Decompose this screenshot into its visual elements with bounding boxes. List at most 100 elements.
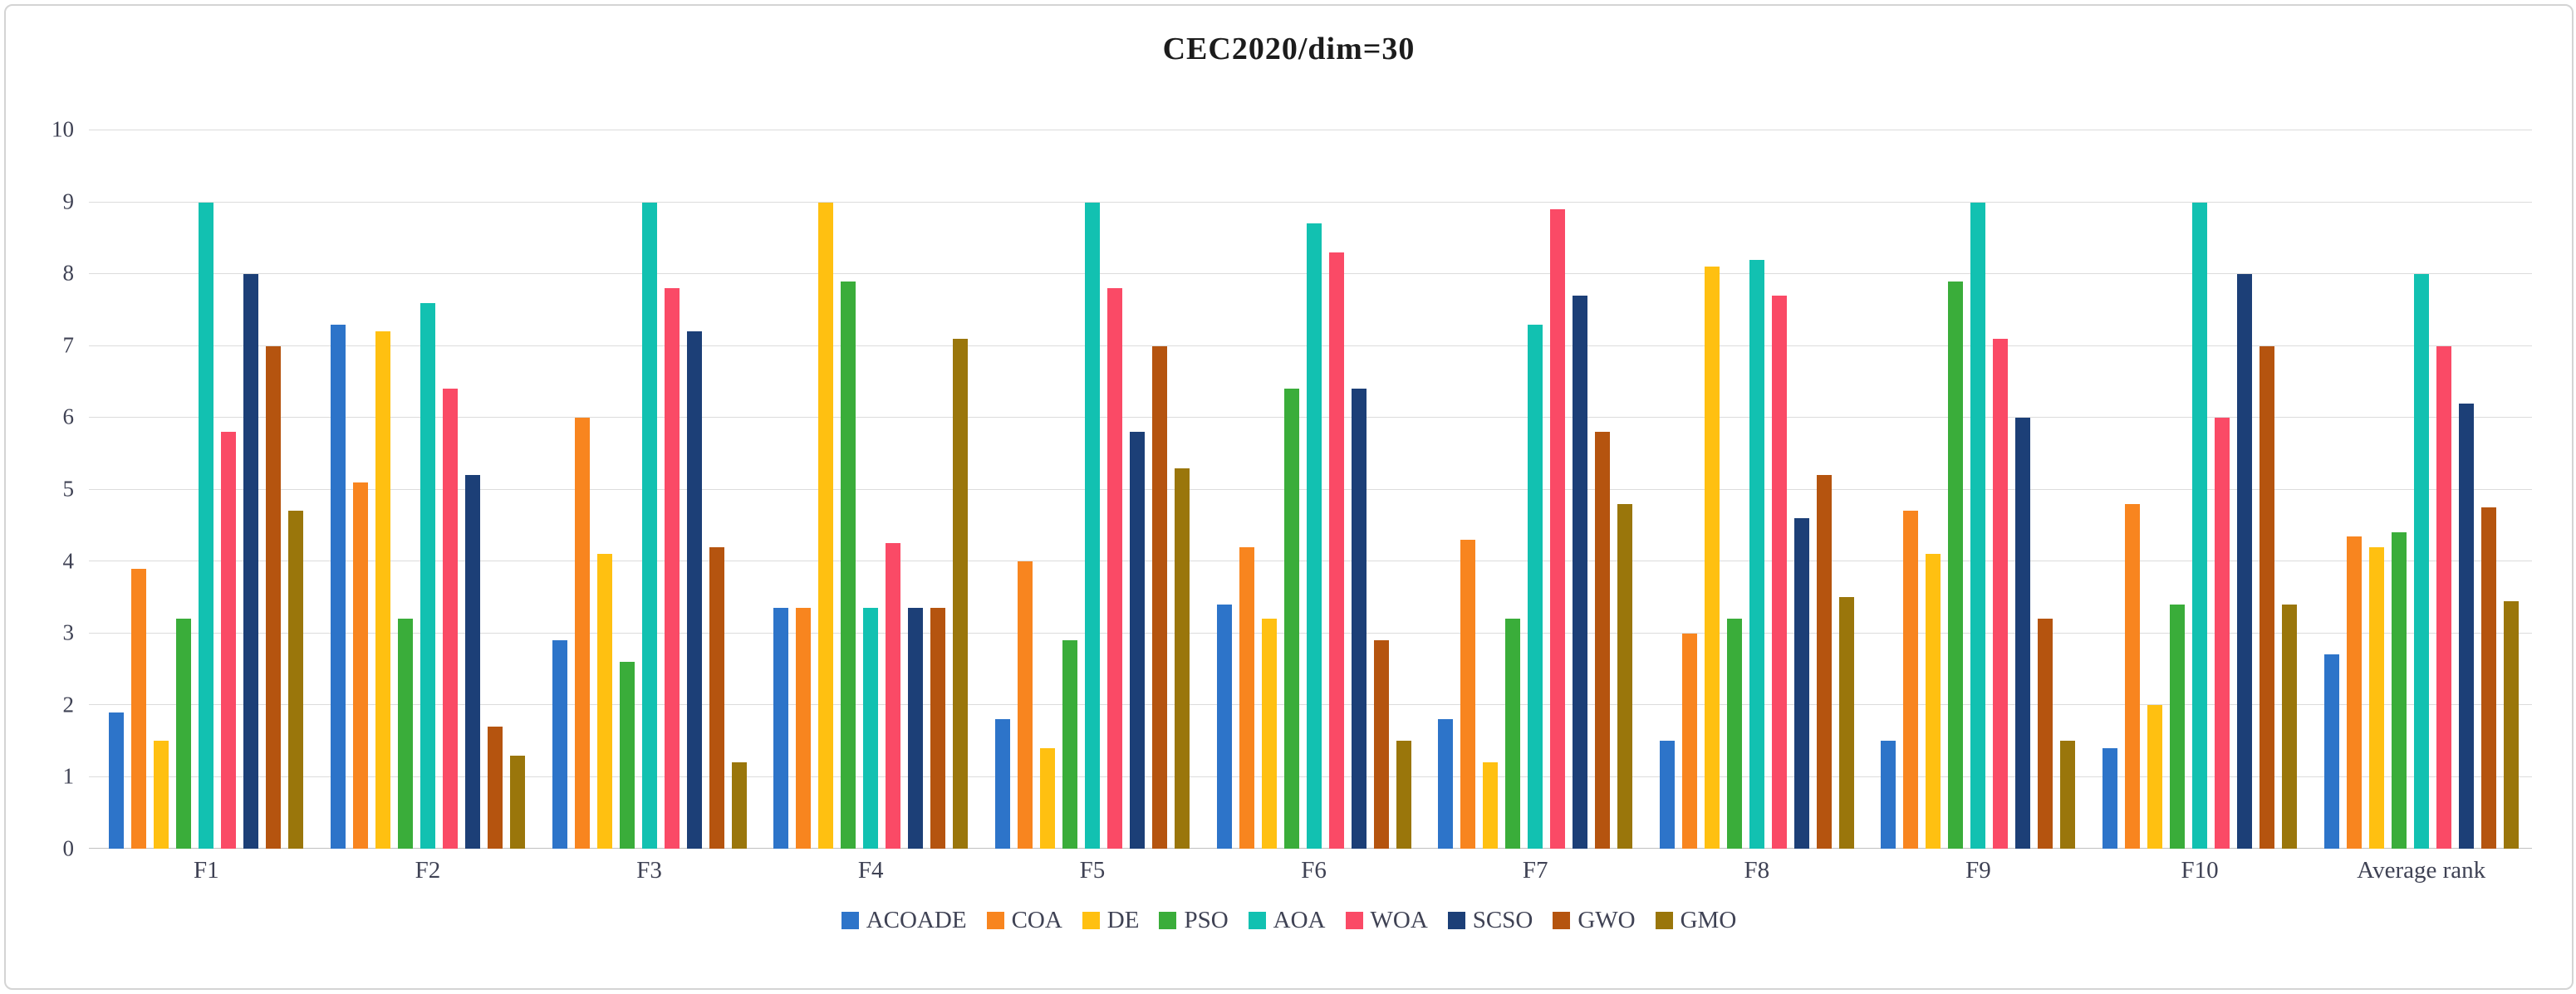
x-label-f9: F9 — [1965, 857, 1991, 884]
legend-item-woa: WOA — [1345, 907, 1428, 934]
bar-group-f6 — [1203, 130, 1425, 849]
y-tick-label-6: 6 — [62, 404, 75, 429]
legend-label-de: DE — [1106, 907, 1140, 933]
bar-woa-f3 — [664, 288, 680, 849]
legend-item-acoade: ACOADE — [841, 907, 967, 934]
x-label-f10: F10 — [2181, 857, 2219, 884]
legend-swatch-scso — [1447, 912, 1465, 929]
bar-woa-f7 — [1550, 209, 1566, 849]
bar-coa-f4 — [796, 608, 812, 849]
x-label-f4: F4 — [857, 857, 884, 884]
bar-gmo-average-rank — [2503, 600, 2519, 849]
bar-pso-f6 — [1283, 389, 1299, 849]
bar-woa-f4 — [886, 543, 901, 849]
x-label-f6: F6 — [1301, 857, 1327, 884]
bar-group-f5 — [982, 130, 1204, 849]
bar-group-f10 — [2089, 130, 2311, 849]
bar-woa-f5 — [1106, 288, 1122, 849]
bar-aoa-f4 — [863, 608, 879, 849]
bar-gwo-f6 — [1373, 640, 1389, 849]
y-tick-label-9: 9 — [62, 189, 75, 214]
legend-item-de: DE — [1082, 907, 1140, 934]
bar-gmo-f5 — [1174, 468, 1190, 849]
bar-de-f8 — [1704, 267, 1720, 849]
bar-groups — [96, 130, 2532, 849]
legend-item-pso: PSO — [1159, 907, 1229, 934]
y-tick-label-10: 10 — [52, 116, 74, 142]
bar-de-f4 — [818, 202, 834, 849]
bar-woa-f6 — [1328, 252, 1344, 849]
bar-gwo-f7 — [1595, 432, 1611, 849]
bar-scso-f1 — [243, 274, 259, 849]
bar-de-f1 — [154, 741, 169, 849]
bar-aoa-average-rank — [2413, 274, 2429, 849]
bar-aoa-f9 — [1970, 202, 1986, 849]
legend-swatch-gmo — [1655, 912, 1673, 929]
x-label-f5: F5 — [1079, 857, 1106, 884]
bar-scso-f4 — [908, 608, 924, 849]
bar-gwo-f5 — [1151, 345, 1167, 849]
bar-pso-f5 — [1062, 640, 1077, 849]
bar-acoade-f9 — [1881, 741, 1896, 849]
bar-group-f7 — [1425, 130, 1646, 849]
bar-woa-f10 — [2215, 418, 2230, 849]
legend-swatch-coa — [986, 912, 1004, 929]
legend-label-pso: PSO — [1184, 907, 1229, 933]
bar-acoade-f10 — [2103, 747, 2118, 849]
bar-coa-f9 — [1903, 511, 1919, 849]
bar-de-f9 — [1926, 554, 1941, 849]
legend-item-gmo: GMO — [1655, 907, 1737, 934]
bar-de-f2 — [375, 331, 390, 849]
bar-coa-f3 — [574, 418, 590, 849]
legend: ACOADE COA DE PSO AOA WOA SCSO GWO GMO — [6, 907, 2572, 934]
bar-woa-f9 — [1993, 338, 2009, 849]
bar-pso-f4 — [841, 281, 856, 849]
legend-swatch-pso — [1159, 912, 1177, 929]
bar-group-average-rank — [2310, 130, 2532, 849]
legend-label-gwo: GWO — [1577, 907, 1636, 933]
bar-de-average-rank — [2368, 546, 2384, 849]
bar-scso-f3 — [686, 331, 702, 849]
legend-item-scso: SCSO — [1447, 907, 1533, 934]
bar-gmo-f6 — [1396, 741, 1411, 849]
bar-aoa-f1 — [199, 202, 214, 849]
y-tick-label-0: 0 — [62, 835, 75, 861]
bar-acoade-f6 — [1216, 604, 1232, 849]
legend-label-gmo: GMO — [1680, 907, 1737, 933]
chart-title: CEC2020/dim=30 — [1162, 32, 1416, 66]
bar-aoa-f3 — [641, 202, 657, 849]
bar-aoa-f10 — [2192, 202, 2208, 849]
bar-group-f2 — [317, 130, 539, 849]
bar-scso-f6 — [1351, 389, 1367, 849]
bar-coa-f5 — [1017, 561, 1033, 849]
bar-gmo-f2 — [509, 755, 525, 849]
bar-acoade-f3 — [552, 640, 567, 849]
legend-swatch-acoade — [841, 912, 859, 929]
bar-gwo-f3 — [709, 546, 724, 849]
bar-de-f7 — [1483, 762, 1499, 849]
bar-scso-average-rank — [2458, 403, 2474, 849]
bar-acoade-f8 — [1659, 741, 1675, 849]
bar-de-f5 — [1039, 747, 1055, 849]
bar-de-f6 — [1261, 619, 1277, 849]
bar-pso-f10 — [2170, 604, 2186, 849]
legend-item-gwo: GWO — [1553, 907, 1636, 934]
bar-gmo-f1 — [288, 511, 304, 849]
bar-coa-f8 — [1681, 633, 1697, 849]
bar-de-f10 — [2147, 705, 2163, 849]
bar-gwo-f10 — [2260, 345, 2275, 849]
bar-group-f8 — [1646, 130, 1867, 849]
bar-group-f4 — [760, 130, 982, 849]
bar-pso-f3 — [619, 662, 635, 849]
bar-pso-f9 — [1948, 281, 1964, 849]
bar-scso-f9 — [2015, 418, 2031, 849]
bar-pso-f8 — [1726, 619, 1742, 849]
bar-coa-f7 — [1460, 540, 1476, 849]
bar-scso-f10 — [2237, 274, 2253, 849]
bar-woa-average-rank — [2436, 345, 2451, 849]
bar-woa-f2 — [442, 389, 458, 849]
bar-gwo-f4 — [930, 608, 946, 849]
x-label-f1: F1 — [194, 857, 219, 884]
legend-label-coa: COA — [1011, 907, 1062, 933]
bar-coa-f2 — [352, 482, 368, 849]
